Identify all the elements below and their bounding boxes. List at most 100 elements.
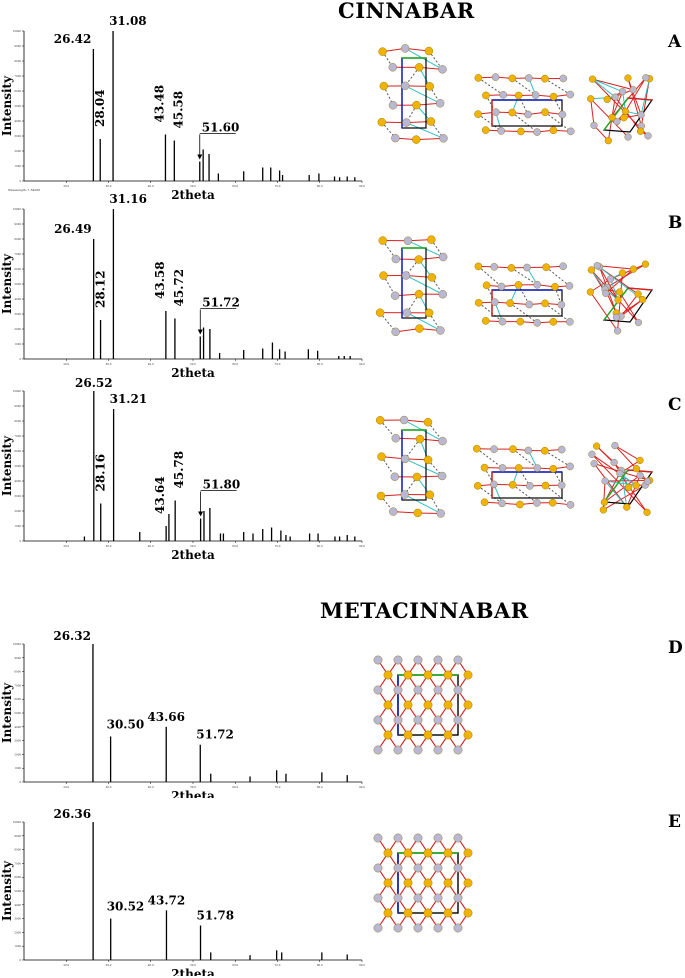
peak-label: 43.64: [153, 476, 167, 514]
s-atom: [541, 74, 549, 83]
hg-atom: [389, 507, 398, 516]
panel-letter-b: B: [668, 213, 683, 233]
bond-dashed: [544, 111, 572, 132]
y-tick-label: 5000: [14, 889, 21, 893]
s-atom: [514, 464, 523, 472]
bond-dashed: [544, 450, 571, 467]
s-atom: [423, 848, 433, 858]
hg-atom: [558, 110, 567, 119]
s-atom: [593, 442, 601, 450]
x-tick-label: 50.0: [190, 544, 196, 548]
s-atom: [482, 281, 491, 290]
x-tick-label: 90.0: [359, 184, 365, 188]
s-atom: [383, 730, 393, 740]
s-atom: [425, 490, 435, 499]
y-tick-label: 8000: [14, 670, 21, 674]
y-tick-label: 0: [19, 958, 21, 962]
bond-cyan: [404, 494, 441, 514]
bond-red: [416, 137, 444, 141]
hg-atom: [433, 833, 443, 843]
s-atom: [423, 908, 433, 918]
hg-atom: [637, 111, 645, 119]
hg-atom: [453, 745, 463, 755]
hg-atom: [433, 893, 443, 903]
hg-atom: [436, 326, 445, 335]
s-atom: [621, 107, 630, 115]
y-tick-label: 1000: [14, 766, 21, 770]
hg-atom: [413, 863, 423, 873]
hg-atom: [402, 308, 412, 317]
s-atom: [383, 878, 393, 888]
peak-arrow-head: [197, 329, 203, 335]
y-axis-title: Intensity: [0, 253, 14, 314]
y-tick-label: 10000: [13, 642, 22, 646]
panel-letter-a: A: [668, 32, 682, 52]
hg-atom: [393, 893, 403, 903]
panel-letter-e: E: [668, 812, 681, 832]
s-atom: [541, 299, 549, 308]
hg-atom: [629, 86, 637, 94]
y-axis-title: Intensity: [0, 435, 14, 496]
hg-atom: [391, 434, 400, 443]
y-tick-label: 1000: [14, 164, 21, 168]
hg-atom: [391, 133, 400, 143]
y-tick-label: 7000: [14, 252, 21, 256]
hg-atom: [438, 436, 447, 446]
hg-atom: [399, 415, 409, 425]
hg-atom: [400, 490, 409, 499]
x-tick-label: 30.0: [106, 544, 112, 548]
peak-label: 45.58: [171, 91, 185, 129]
hg-atom: [391, 254, 401, 264]
x-tick-label: 60.0: [232, 544, 238, 548]
y-tick-label: 4000: [14, 297, 21, 301]
bond-cyan: [406, 312, 441, 331]
y-tick-label: 7000: [14, 861, 21, 865]
x-tick-label: 80.0: [317, 362, 323, 366]
s-atom: [624, 74, 632, 82]
x-tick-label: 30.0: [106, 362, 112, 366]
s-atom: [414, 289, 424, 299]
hg-atom: [433, 745, 443, 755]
y-tick-label: 3000: [14, 739, 21, 743]
hg-atom: [566, 90, 575, 99]
s-atom: [638, 295, 647, 304]
s-atom: [643, 508, 651, 516]
unit-cell-axis-red: [627, 287, 653, 291]
metacinnabar-title: METACINNABAR: [320, 598, 529, 623]
s-atom: [549, 92, 558, 101]
y-tick-label: 6000: [14, 267, 21, 271]
x-tick-label: 40.0: [148, 362, 154, 366]
y-tick-label: 4000: [14, 479, 21, 483]
s-atom: [424, 308, 434, 318]
s-atom: [412, 472, 422, 482]
bond-dashed: [477, 113, 502, 132]
s-atom: [508, 74, 517, 83]
hg-atom: [433, 863, 443, 873]
y-tick-label: 0: [19, 357, 21, 361]
hg-atom: [606, 275, 615, 283]
hg-atom: [373, 923, 383, 933]
s-atom: [426, 117, 436, 126]
x-tick-label: 90.0: [359, 785, 365, 789]
hg-atom: [402, 118, 411, 127]
x-tick-label: 70.0: [275, 362, 281, 366]
hg-atom: [590, 121, 598, 130]
s-atom: [614, 296, 622, 304]
s-atom: [376, 491, 386, 501]
s-atom: [423, 670, 433, 680]
bond-dashed: [477, 485, 503, 504]
hg-atom: [393, 833, 403, 843]
hg-atom: [565, 282, 574, 290]
y-tick-label: 9000: [14, 44, 21, 48]
hg-atom: [557, 300, 566, 309]
s-atom: [514, 91, 523, 100]
s-atom: [463, 730, 473, 740]
hg-atom: [491, 108, 500, 116]
bond-dashed: [545, 266, 570, 287]
y-tick-label: 9000: [14, 404, 21, 408]
s-atom: [508, 481, 517, 489]
y-tick-label: 0: [19, 780, 21, 784]
s-atom: [378, 47, 387, 56]
s-atom: [586, 288, 594, 296]
bond-dashed: [509, 302, 538, 324]
